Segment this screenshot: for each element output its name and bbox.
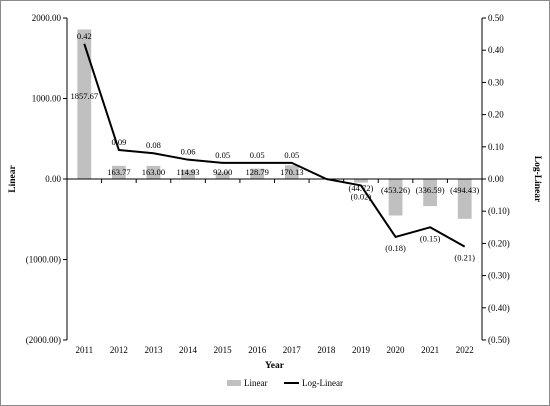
bar-2013 (146, 165, 161, 179)
line-label-2022: (0.21) (454, 253, 475, 263)
x-tick-label: 2022 (456, 345, 474, 355)
line-label-2011: 0.42 (77, 31, 92, 41)
line-label-2014: 0.06 (181, 147, 196, 157)
line-label-2021: (0.15) (420, 233, 441, 243)
y2-tick-label: 0.40 (488, 45, 504, 55)
x-tick-label: 2014 (179, 345, 198, 355)
x-tick-label: 2013 (144, 345, 163, 355)
bar-label-2015: 92.00 (213, 167, 232, 177)
line-label-2020: (0.18) (385, 243, 406, 253)
y-tick-label: 1000.00 (32, 94, 62, 104)
log-linear-line (83, 43, 466, 248)
y2-tick-label: 0.10 (488, 142, 504, 152)
y-tick-label: (2000.00) (26, 335, 61, 345)
x-tick-label: 2011 (75, 345, 93, 355)
x-tick-label: 2021 (421, 345, 439, 355)
line-label-2013: 0.08 (146, 140, 161, 150)
bar-label-2016: 128.79 (246, 167, 269, 177)
bar-2021 (423, 179, 438, 207)
y2-tick-label: 0.30 (488, 77, 504, 87)
bar-label-2013: 163.00 (142, 167, 165, 177)
x-axis-title: Year (265, 361, 285, 371)
line-label-2019: (0.02) (351, 191, 372, 201)
x-tick-label: 2018 (317, 345, 336, 355)
line-label-2015: 0.05 (215, 150, 230, 160)
y-tick-label: 0.00 (45, 174, 61, 184)
bar-2014 (181, 169, 195, 179)
legend-swatch-linear (227, 380, 241, 386)
x-tick-label: 2019 (352, 345, 371, 355)
log-linear-series-line (83, 43, 466, 248)
bar-label-2012: 163.77 (107, 167, 130, 177)
legend: Linear Log-Linear (227, 378, 343, 388)
bar-label-2017: 170.13 (280, 167, 303, 177)
linear-bars (77, 29, 472, 219)
bar-label-2020: (453.26) (381, 185, 410, 195)
bar-label-2019: (44.72) (349, 183, 374, 193)
x-tick-label: 2015 (214, 345, 233, 355)
y2-tick-label: (0.30) (488, 271, 510, 281)
line-label-2017: 0.05 (284, 150, 299, 160)
y2-tick-label: 0.50 (488, 13, 504, 23)
y-tick-label: (1000.00) (26, 255, 61, 265)
y2-tick-label: (0.20) (488, 238, 510, 248)
legend-label-log-linear: Log-Linear (302, 378, 343, 388)
y2-tick-label: 0.20 (488, 110, 504, 120)
bar-label-2021: (336.59) (416, 185, 445, 195)
x-tick-label: 2016 (248, 345, 267, 355)
bar-2015 (215, 171, 230, 179)
x-tick-label: 2017 (283, 345, 302, 355)
y-axis-title: Linear (8, 165, 18, 193)
line-label-2012: 0.09 (111, 137, 126, 147)
bar-label-2014: 114.93 (177, 167, 200, 177)
bar-2017 (284, 165, 299, 179)
y2-tick-label: 0.00 (488, 174, 504, 184)
bar-2011 (77, 29, 92, 179)
data-labels: 1857.67 163.77 163.00 114.93 92.00 128.79 170.… (70, 31, 479, 263)
bar-2019 (354, 179, 368, 183)
legend-label-linear: Linear (244, 378, 267, 388)
y2-tick-label: (0.40) (488, 303, 510, 313)
axes: 2000.00 1000.00 0.00 (1000.00) (2000.00) 0.50… (26, 13, 510, 355)
bar-2016 (250, 168, 265, 179)
bar-2020 (388, 179, 403, 216)
bar-2012 (111, 165, 126, 179)
y2-tick-label: (0.10) (488, 206, 510, 216)
y2-axis-title: Log-Linear (532, 156, 542, 203)
bar-label-2011: 1857.67 (70, 91, 98, 101)
line-label-2016: 0.05 (250, 150, 265, 160)
bar-2022 (457, 179, 472, 219)
bar-label-2022: (494.43) (450, 185, 479, 195)
y2-tick-label: (0.50) (488, 335, 510, 345)
x-tick-label: 2020 (387, 345, 406, 355)
y-tick-label: 2000.00 (32, 13, 62, 23)
x-tick-label: 2012 (110, 345, 128, 355)
